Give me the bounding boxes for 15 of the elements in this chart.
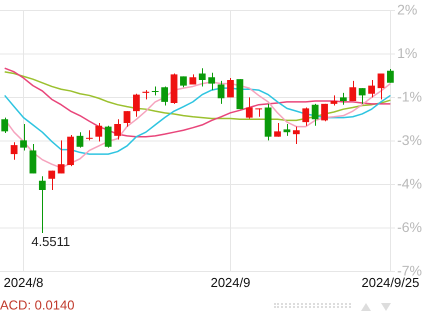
y-tick-label: -3% bbox=[397, 132, 422, 148]
text: ACD: 0.0140 bbox=[0, 297, 74, 312]
x-tick-label: 2024/8 bbox=[4, 274, 44, 290]
y-tick-label: 1% bbox=[397, 44, 418, 61]
y-tick-label: -4% bbox=[397, 175, 422, 192]
y-tick-label: -1% bbox=[397, 88, 422, 104]
y-tick-label: -6% bbox=[397, 218, 422, 235]
y-tick-label: 2% bbox=[397, 1, 418, 18]
candlestick bbox=[387, 68, 394, 84]
candlestick bbox=[330, 94, 338, 106]
candlestick bbox=[368, 80, 375, 98]
x-tick-label: 2024/9 bbox=[210, 274, 250, 290]
annotation: 4.5511 bbox=[31, 234, 70, 250]
candlestick bbox=[114, 118, 121, 140]
candlestick bbox=[124, 110, 130, 128]
